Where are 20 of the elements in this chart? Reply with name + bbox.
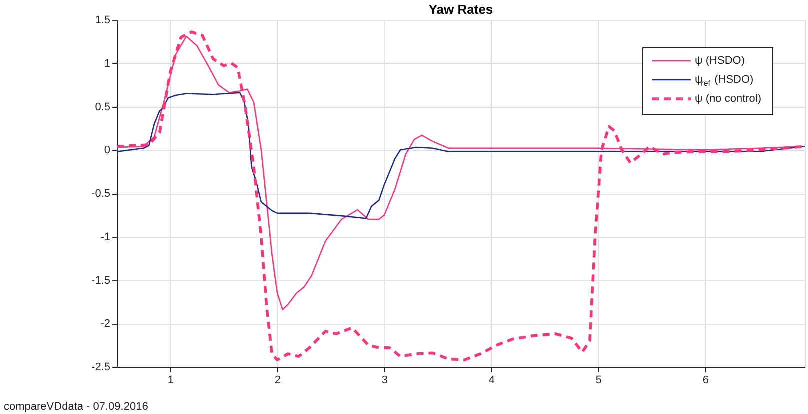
legend-label: ψ (no control): [695, 93, 762, 105]
y-tick-label: -1.5: [92, 274, 110, 287]
y-tick-label: 0: [104, 144, 110, 157]
line-series: [117, 92, 805, 220]
text: compareVDdata - 07.09.2016: [4, 401, 148, 413]
chart-title: Yaw Rates: [428, 2, 494, 17]
y-tick-label: 0.5: [95, 101, 110, 114]
x-tick-label: 2: [274, 374, 282, 386]
y-tick-label: 1: [104, 58, 110, 70]
x-tick-label: 6: [702, 374, 710, 386]
x-tick-label: 4: [488, 374, 496, 386]
y-tick-label: -2: [100, 318, 110, 330]
y-tick-label: -0.5: [92, 188, 110, 200]
x-tick-label: 1: [168, 374, 174, 386]
x-tick-label: 3: [382, 374, 388, 386]
legend-label: ψ (HSDO): [695, 55, 746, 67]
y-tick-label: 1.5: [95, 14, 110, 26]
x-tick-label: 5: [596, 374, 602, 386]
y-tick-label: -2.5: [92, 362, 110, 374]
y-tick-label: -1: [100, 231, 110, 244]
